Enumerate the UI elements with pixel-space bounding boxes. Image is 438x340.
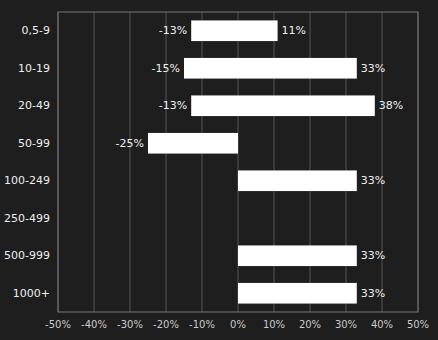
chart: -50% -40% -30% -20% -10% 0% 10% 20% 30% 40% 50% 0,5… xyxy=(0,0,438,340)
data-label: 11% xyxy=(282,24,306,37)
y-tick-label: 1000+ xyxy=(13,287,50,300)
data-label: 33% xyxy=(361,174,385,187)
bar xyxy=(238,208,239,229)
y-tick-label: 10-19 xyxy=(18,62,50,75)
bar xyxy=(238,20,278,41)
x-tick-label: 40% xyxy=(371,319,393,330)
bar xyxy=(238,283,357,304)
y-tick-label: 100-249 xyxy=(4,174,50,187)
grid-line xyxy=(94,12,95,312)
chart-container: -50% -40% -30% -20% -10% 0% 10% 20% 30% 40% 50% 0,5… xyxy=(0,0,438,340)
bar xyxy=(238,58,357,79)
data-label: -25% xyxy=(116,137,144,150)
bar xyxy=(238,133,239,154)
y-tick-label: 500-999 xyxy=(4,249,50,262)
x-tick-label: 30% xyxy=(335,319,357,330)
grid-line xyxy=(274,12,275,312)
x-tick-label: -40% xyxy=(81,319,107,330)
bar xyxy=(238,170,357,191)
background xyxy=(0,0,438,340)
x-tick-label: -30% xyxy=(117,319,143,330)
data-label: -13% xyxy=(159,99,187,112)
grid-line xyxy=(202,12,203,312)
data-label: -13% xyxy=(159,24,187,37)
x-tick-label: 50% xyxy=(407,319,429,330)
bar xyxy=(148,133,238,154)
bars xyxy=(148,20,375,303)
y-tick-label: 20-49 xyxy=(18,99,50,112)
data-label: -15% xyxy=(152,62,180,75)
grid-line xyxy=(238,12,239,312)
bar xyxy=(238,245,357,266)
x-tick-label: 20% xyxy=(299,319,321,330)
data-label: 33% xyxy=(361,62,385,75)
grid xyxy=(58,12,418,312)
plot-frame xyxy=(58,12,418,312)
grid-line xyxy=(346,12,347,312)
y-tick-label: 50-99 xyxy=(18,137,50,150)
grid-line xyxy=(382,12,383,312)
data-labels: -13% -15% -13% -25% 11% 33% 38% 33% 33% 33% xyxy=(116,24,404,300)
y-tick-label: 250-499 xyxy=(4,212,50,225)
bar xyxy=(184,58,238,79)
x-tick-label: 10% xyxy=(263,319,285,330)
bar xyxy=(191,95,238,116)
y-tick-label: 0,5-9 xyxy=(22,24,50,37)
grid-line xyxy=(166,12,167,312)
x-tick-label: -10% xyxy=(189,319,215,330)
data-label: 33% xyxy=(361,249,385,262)
x-tick-label: -50% xyxy=(45,319,71,330)
data-label: 38% xyxy=(379,99,403,112)
grid-line xyxy=(310,12,311,312)
bar xyxy=(191,20,238,41)
x-tick-label: -20% xyxy=(153,319,179,330)
bar xyxy=(238,95,375,116)
bar xyxy=(238,208,239,229)
x-tick-label: 0% xyxy=(230,319,246,330)
grid-line xyxy=(130,12,131,312)
data-label: 33% xyxy=(361,287,385,300)
